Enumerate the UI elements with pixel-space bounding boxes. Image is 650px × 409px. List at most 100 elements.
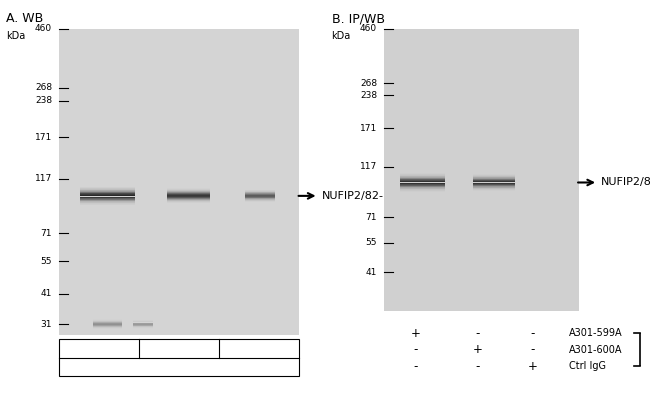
Bar (93, 325, 122, 326)
Bar (79, 188, 135, 189)
Bar (246, 198, 274, 199)
Text: HeLa: HeLa (166, 362, 192, 372)
Text: -: - (531, 327, 535, 340)
Text: +: + (411, 327, 421, 340)
Text: -: - (414, 360, 418, 373)
Bar (473, 177, 515, 178)
Bar (473, 187, 515, 188)
Bar (79, 197, 135, 198)
Text: 55: 55 (40, 257, 52, 266)
Bar (246, 192, 274, 193)
Text: 460: 460 (360, 24, 377, 33)
Text: 238: 238 (35, 97, 52, 106)
Bar (246, 193, 274, 194)
Bar (167, 188, 209, 189)
Bar (400, 181, 445, 182)
Bar (473, 178, 515, 179)
Text: 31: 31 (40, 320, 52, 329)
Bar (400, 174, 445, 175)
Bar (400, 188, 445, 189)
Bar (400, 180, 445, 181)
Bar (473, 183, 515, 184)
Bar (473, 184, 515, 185)
Bar (79, 204, 135, 205)
Text: 5: 5 (257, 344, 263, 354)
Bar (79, 189, 135, 190)
Bar (79, 199, 135, 200)
Bar (167, 196, 209, 197)
Bar (167, 189, 209, 190)
Text: -: - (531, 343, 535, 356)
Text: IP: IP (649, 345, 650, 355)
Text: Ctrl IgG: Ctrl IgG (569, 361, 606, 371)
Text: 171: 171 (359, 124, 377, 133)
Bar (167, 192, 209, 193)
Bar (167, 202, 209, 203)
Text: 50: 50 (101, 344, 114, 354)
Bar (400, 183, 445, 184)
Text: A301-599A: A301-599A (569, 328, 623, 338)
Bar (400, 187, 445, 188)
Bar (133, 323, 153, 324)
Bar (93, 324, 122, 325)
Text: 71: 71 (40, 229, 52, 238)
Bar (133, 321, 153, 322)
Text: 117: 117 (359, 162, 377, 171)
Bar (246, 191, 274, 192)
Bar (473, 188, 515, 189)
Bar (58, 339, 299, 376)
Bar (400, 185, 445, 186)
Bar (400, 189, 445, 190)
Bar (167, 200, 209, 201)
Bar (79, 202, 135, 203)
Text: +: + (473, 343, 483, 356)
Bar (93, 323, 122, 324)
Text: A. WB: A. WB (6, 12, 44, 25)
Bar (167, 201, 209, 202)
Bar (246, 199, 274, 200)
Bar (400, 182, 445, 183)
Bar (246, 194, 274, 195)
Text: NUFIP2/82-FIP: NUFIP2/82-FIP (322, 191, 400, 201)
Bar (473, 180, 515, 181)
Bar (167, 199, 209, 200)
Text: 238: 238 (360, 90, 377, 99)
Text: 41: 41 (40, 289, 52, 298)
Bar (400, 177, 445, 178)
Bar (473, 181, 515, 182)
Bar (79, 193, 135, 194)
Text: 15: 15 (182, 344, 195, 354)
Bar (246, 200, 274, 201)
Bar (93, 320, 122, 321)
Bar (473, 182, 515, 183)
Bar (79, 191, 135, 192)
Bar (167, 197, 209, 198)
Bar (93, 319, 122, 320)
Bar (400, 178, 445, 179)
Bar (473, 185, 515, 186)
Bar (400, 179, 445, 180)
Bar (167, 194, 209, 195)
Text: 117: 117 (34, 174, 52, 183)
Bar (400, 184, 445, 185)
Bar (246, 195, 274, 196)
Bar (473, 176, 515, 177)
Bar (79, 200, 135, 201)
Bar (58, 29, 299, 335)
Bar (167, 203, 209, 204)
Bar (79, 194, 135, 195)
Text: B. IP/WB: B. IP/WB (332, 12, 385, 25)
Bar (79, 196, 135, 197)
Bar (400, 186, 445, 187)
Bar (93, 326, 122, 327)
Text: 55: 55 (365, 238, 377, 247)
Text: +: + (528, 360, 538, 373)
Bar (400, 191, 445, 192)
Bar (246, 197, 274, 198)
Text: -: - (414, 343, 418, 356)
Bar (246, 196, 274, 197)
Bar (167, 191, 209, 192)
Text: kDa: kDa (332, 31, 351, 40)
Bar (79, 198, 135, 199)
Bar (79, 203, 135, 204)
